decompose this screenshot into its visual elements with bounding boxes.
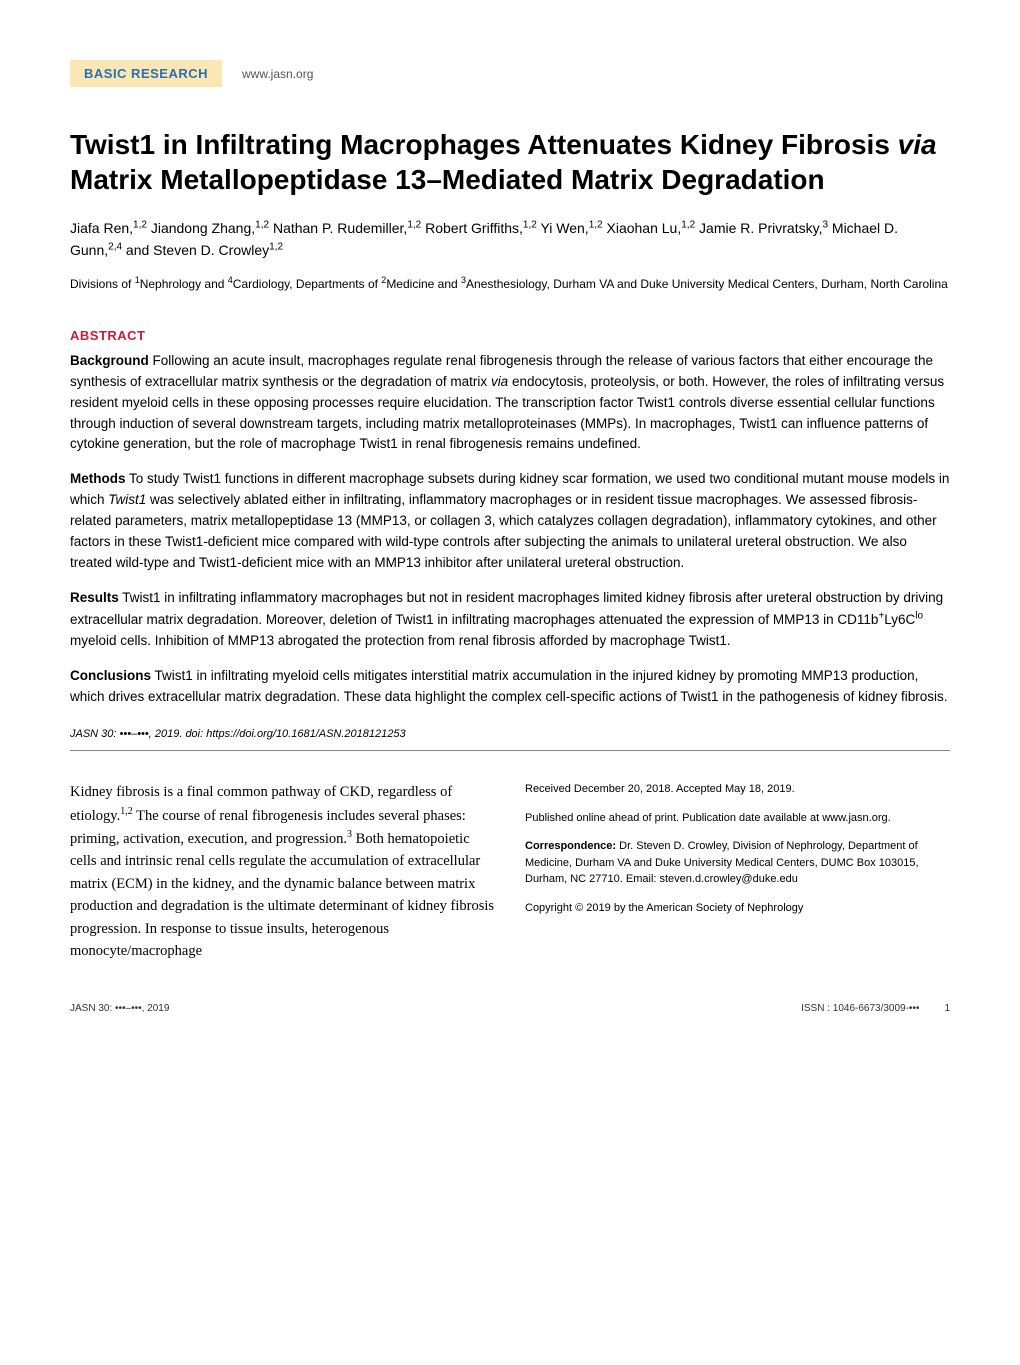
abstract-heading: ABSTRACT — [70, 328, 950, 343]
meta-correspondence: Correspondence: Dr. Steven D. Crowley, D… — [525, 838, 950, 888]
abstract-background: Background Following an acute insult, ma… — [70, 351, 950, 456]
affiliations: Divisions of 1Nephrology and 4Cardiology… — [70, 274, 950, 293]
journal-url: www.jasn.org — [242, 67, 313, 81]
title-part2: Matrix Metallopeptidase 13–Mediated Matr… — [70, 164, 825, 195]
abstract-background-text: Following an acute insult, macrophages r… — [70, 353, 944, 452]
body-right-column: Received December 20, 2018. Accepted May… — [525, 781, 950, 962]
footer-left: JASN 30: •••–•••, 2019 — [70, 1003, 169, 1014]
divider — [70, 750, 950, 751]
title-part1: Twist1 in Infiltrating Macrophages Atten… — [70, 129, 898, 160]
article-title: Twist1 in Infiltrating Macrophages Atten… — [70, 127, 950, 197]
footer-issn: ISSN : 1046-6673/3009-••• — [801, 1003, 919, 1014]
body-left-column: Kidney fibrosis is a final common pathwa… — [70, 781, 495, 962]
abstract-methods-text: To study Twist1 functions in different m… — [70, 471, 949, 570]
abstract-conclusions-text: Twist1 in infiltrating myeloid cells mit… — [70, 668, 947, 704]
abstract-results-label: Results — [70, 590, 119, 605]
two-column-body: Kidney fibrosis is a final common pathwa… — [70, 781, 950, 962]
citation-line: JASN 30: •••–•••, 2019. doi: https://doi… — [70, 728, 950, 740]
abstract-background-label: Background — [70, 353, 149, 368]
section-badge: BASIC RESEARCH — [70, 60, 222, 87]
footer-right: ISSN : 1046-6673/3009-••• 1 — [801, 1003, 950, 1014]
meta-correspondence-label: Correspondence: — [525, 840, 616, 852]
abstract-methods: Methods To study Twist1 functions in dif… — [70, 469, 950, 574]
meta-published: Published online ahead of print. Publica… — [525, 810, 950, 827]
title-italic: via — [898, 129, 937, 160]
footer-row: JASN 30: •••–•••, 2019 ISSN : 1046-6673/… — [70, 1003, 950, 1014]
footer-page: 1 — [944, 1003, 950, 1014]
header-row: BASIC RESEARCH www.jasn.org — [70, 60, 950, 87]
abstract-conclusions: Conclusions Twist1 in infiltrating myelo… — [70, 666, 950, 708]
meta-received: Received December 20, 2018. Accepted May… — [525, 781, 950, 798]
authors-line: Jiafa Ren,1,2 Jiandong Zhang,1,2 Nathan … — [70, 217, 950, 262]
abstract-conclusions-label: Conclusions — [70, 668, 151, 683]
abstract-results-text: Twist1 in infiltrating inflammatory macr… — [70, 590, 943, 648]
abstract-methods-label: Methods — [70, 471, 126, 486]
abstract-results: Results Twist1 in infiltrating inflammat… — [70, 588, 950, 652]
meta-copyright: Copyright © 2019 by the American Society… — [525, 900, 950, 917]
